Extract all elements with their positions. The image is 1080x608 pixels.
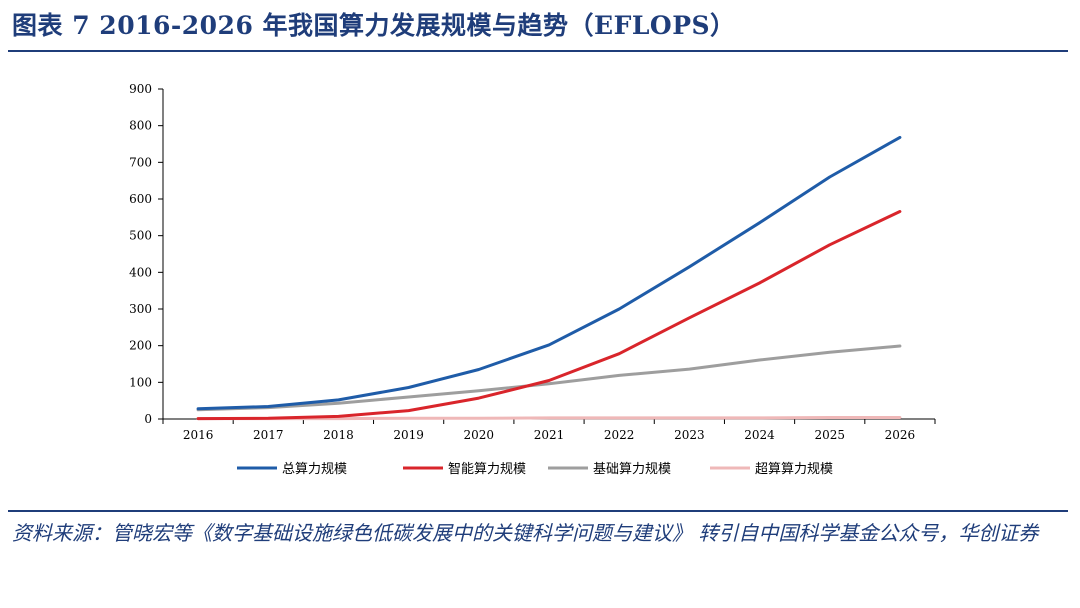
- source-divider: [8, 510, 1068, 512]
- y-tick-label: 300: [129, 302, 152, 316]
- x-tick-label: 2018: [323, 428, 354, 442]
- legend-label: 超算算力规模: [755, 462, 833, 477]
- series-line-2: [196, 210, 902, 421]
- y-tick-label: 900: [129, 82, 152, 96]
- x-tick-label: 2022: [604, 428, 635, 442]
- legend-item: 基础算力规模: [548, 462, 671, 477]
- x-tick-label: 2016: [183, 428, 214, 442]
- chart: 0 100 200 300 400 500 600 700 800 900 2016 2017 2018…: [129, 82, 936, 477]
- series-line-3: [196, 344, 902, 412]
- chart-title: 图表 7 2016-2026 年我国算力发展规模与趋势（EFLOPS）: [12, 11, 736, 40]
- series-line-1: [196, 135, 902, 411]
- y-tick-label: 100: [129, 375, 152, 389]
- legend-item: 总算力规模: [237, 462, 347, 477]
- x-tick-label: 2023: [674, 428, 705, 442]
- series-line-4: [196, 416, 902, 421]
- x-tick-label: 2020: [464, 428, 495, 442]
- y-tick-label: 500: [129, 229, 152, 243]
- legend-label: 智能算力规模: [448, 462, 526, 477]
- y-tick-label: 600: [129, 192, 152, 206]
- y-tick-label: 800: [129, 119, 152, 133]
- source-note: 资料来源：管晓宏等《数字基础设施绿色低碳发展中的关键科学问题与建议》 转引自中国…: [12, 521, 1039, 545]
- legend-label: 基础算力规模: [593, 462, 671, 477]
- x-tick-label: 2017: [253, 428, 284, 442]
- legend-item: 智能算力规模: [403, 462, 526, 477]
- x-tick-label: 2019: [393, 428, 424, 442]
- chart-legend: 总算力规模 智能算力规模 基础算力规模 超算算力规模: [237, 462, 833, 477]
- x-tick-label: 2024: [744, 428, 775, 442]
- legend-label: 总算力规模: [282, 462, 347, 477]
- x-tick-label: 2026: [885, 428, 916, 442]
- y-tick-label: 0: [144, 412, 152, 426]
- x-tick-label: 2021: [534, 428, 565, 442]
- title-divider: [8, 50, 1068, 52]
- chart-axes: 0 100 200 300 400 500 600 700 800 900 2016 2017 2018…: [129, 82, 936, 442]
- x-tick-label: 2025: [814, 428, 845, 442]
- y-tick-label: 200: [129, 339, 152, 353]
- y-tick-label: 700: [129, 155, 152, 169]
- chart-series: [196, 135, 902, 421]
- legend-item: 超算算力规模: [710, 462, 833, 477]
- y-tick-label: 400: [129, 265, 152, 279]
